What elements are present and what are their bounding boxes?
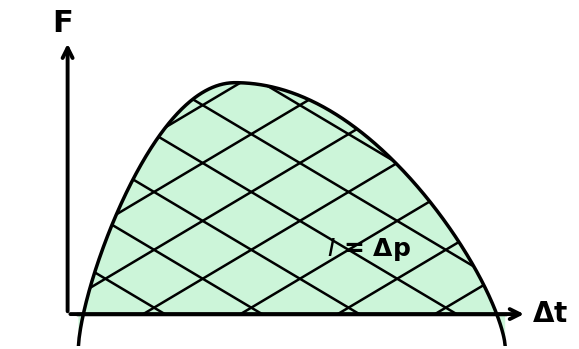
Text: $\mathbf{\Delta t}$: $\mathbf{\Delta t}$ [532,300,569,328]
Text: $\mathbf{F}$: $\mathbf{F}$ [52,9,72,38]
Text: $\mathit{I}$ = $\mathbf{\Delta p}$: $\mathit{I}$ = $\mathbf{\Delta p}$ [327,236,411,263]
Polygon shape [78,83,505,346]
